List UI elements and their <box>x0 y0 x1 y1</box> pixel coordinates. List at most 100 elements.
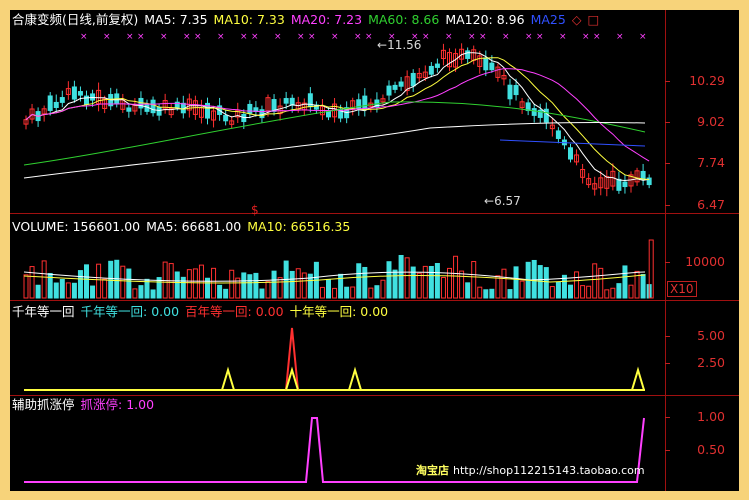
axis-divider <box>665 10 666 491</box>
volume-bar <box>77 270 83 299</box>
candlestick <box>428 65 434 75</box>
volume-bar <box>138 285 144 299</box>
indicator1-line2: 百年等一回: 0.00 <box>185 304 284 319</box>
volume-bar <box>53 282 59 299</box>
candlestick <box>440 49 446 59</box>
signal-marker: × <box>183 32 191 42</box>
signal-marker: × <box>411 32 419 42</box>
volume-bar <box>132 288 138 299</box>
small-square-icon[interactable]: □ <box>587 12 600 27</box>
indicator1-line1: 千年等一回: 0.00 <box>80 304 180 319</box>
volume-bar <box>102 278 108 299</box>
candlestick <box>150 99 156 114</box>
volume-bar <box>162 261 168 299</box>
volume-bar <box>440 276 446 299</box>
volume-bar <box>332 287 338 299</box>
volume-bar <box>344 286 350 299</box>
volume-unit-button[interactable]: X10 <box>667 281 697 297</box>
signal-marker: × <box>251 32 259 42</box>
high-price-annotation: ←11.56 <box>377 38 422 52</box>
candlestick <box>501 74 507 80</box>
volume-bar <box>326 278 331 299</box>
signal-marker: × <box>593 32 601 42</box>
candlestick <box>622 181 628 188</box>
volume-bar <box>217 284 223 299</box>
indicator1-line3: 十年等一回: 0.00 <box>289 304 389 319</box>
candlestick <box>519 101 525 109</box>
volume-ma5-line <box>23 271 646 282</box>
volume-bar <box>84 264 89 299</box>
signal-marker: × <box>388 32 396 42</box>
volume-bar <box>447 267 452 299</box>
candlestick <box>634 170 640 183</box>
candlestick <box>77 91 83 96</box>
volume-bar <box>471 261 477 299</box>
volume-bar <box>192 268 198 299</box>
ma120-line <box>23 122 646 179</box>
volume-ma10-line <box>23 274 646 284</box>
volume-bar <box>47 272 53 299</box>
volume-bar <box>489 288 495 299</box>
volume-bar <box>628 284 634 299</box>
volume-bar <box>640 274 646 299</box>
candlestick <box>477 55 483 67</box>
volume-bar <box>568 284 573 299</box>
ma60-label: MA60: 8.66 <box>368 12 440 27</box>
stock-title: 合康变频(日线,前复权) <box>12 12 139 27</box>
candlestick <box>410 72 416 87</box>
indicator1-title: 千年等一回 <box>12 304 75 319</box>
ma20-label: MA20: 7.23 <box>290 12 363 27</box>
diamond-icon[interactable]: ◇ <box>571 12 582 27</box>
main-legend: 合康变频(日线,前复权) MA5: 7.35 MA10: 7.33 MA20: 7.2… <box>12 13 605 27</box>
volume-bar <box>59 278 65 299</box>
signal-mark: $ <box>251 203 259 217</box>
volume-bar <box>23 274 29 299</box>
candlestick <box>640 170 646 181</box>
volume-bar <box>205 277 210 299</box>
volume-bar <box>277 277 283 299</box>
indicator-limitup-line <box>24 417 645 483</box>
volume-bar <box>483 289 489 299</box>
candlestick <box>380 98 386 103</box>
volume-bar <box>271 270 277 299</box>
signal-marker: × <box>80 32 88 42</box>
volume-bar <box>392 269 398 299</box>
signal-marker: × <box>126 32 134 42</box>
candlestick <box>568 147 573 160</box>
candlestick <box>549 124 555 130</box>
panel-divider <box>10 213 739 214</box>
candlestick <box>646 177 652 186</box>
signal-marker: × <box>559 32 567 42</box>
low-price-annotation: ←6.57 <box>484 194 521 208</box>
candlestick <box>422 71 428 79</box>
volume-bar <box>592 263 598 299</box>
ma250-label: MA25 <box>530 12 566 27</box>
candlestick <box>404 76 410 91</box>
candlestick <box>205 102 210 119</box>
chart-canvas[interactable]: × × × × × × × × × × × × × × × × × × × × × × × × × × × × × × <box>10 10 739 491</box>
volume-bar <box>96 263 102 299</box>
signal-marker: × <box>308 32 316 42</box>
candlestick <box>59 97 65 103</box>
candlestick <box>537 109 543 118</box>
candlestick <box>592 183 598 190</box>
candlestick <box>513 85 519 96</box>
candlestick <box>47 95 53 111</box>
indicator2-line1: 抓涨停: 1.00 <box>80 397 155 412</box>
volume-bar <box>362 266 368 299</box>
volume-bar <box>356 263 362 299</box>
volume-bar <box>180 276 186 299</box>
volume-bar <box>580 285 586 299</box>
candlestick <box>29 108 35 120</box>
signal-marker: × <box>274 32 282 42</box>
stock-chart-window[interactable]: × × × × × × × × × × × × × × × × × × × × × × × × × × × × × × 合康变频(日线,前… <box>10 10 739 491</box>
volume-bar <box>604 289 610 299</box>
signal-marker: × <box>639 32 647 42</box>
candlestick <box>156 106 162 116</box>
signal-marker: × <box>479 32 487 42</box>
indicator2-legend: 辅助抓涨停 抓涨停: 1.00 <box>12 398 160 412</box>
candlestick <box>616 178 622 191</box>
volume-bar <box>41 260 47 299</box>
candlestick <box>465 50 471 59</box>
candlestick <box>283 98 289 104</box>
